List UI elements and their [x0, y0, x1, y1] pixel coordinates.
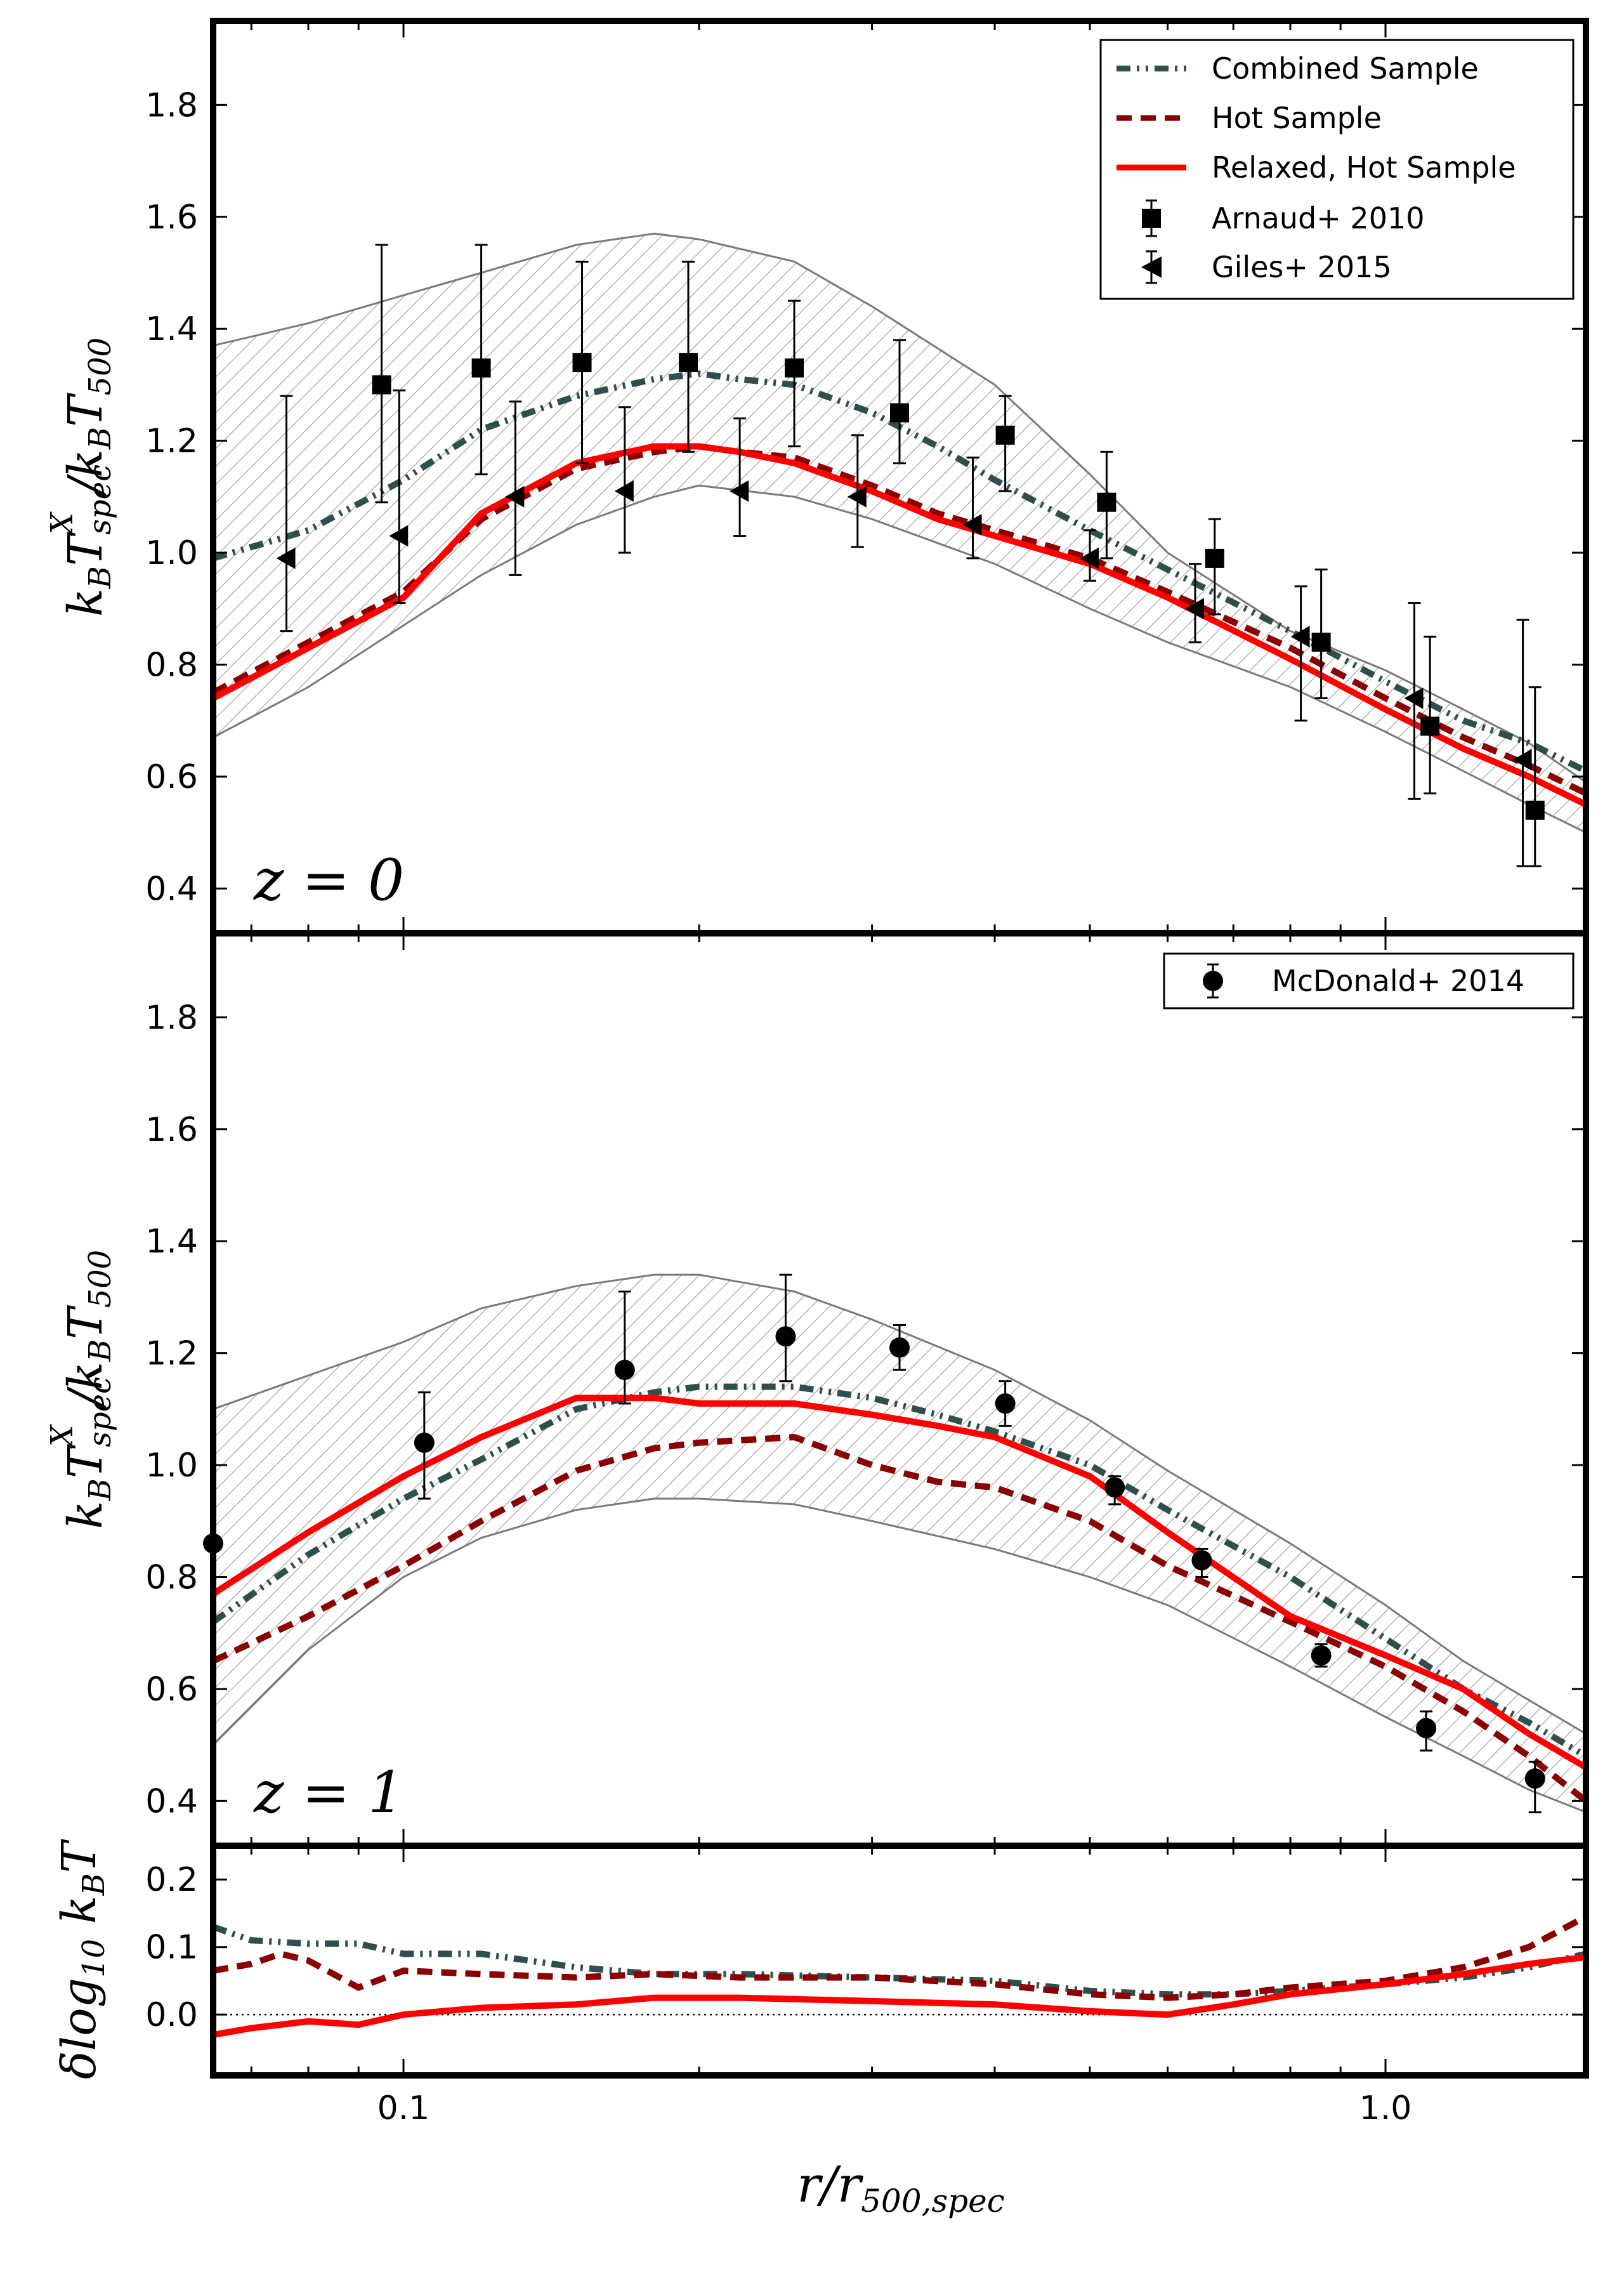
legend-label-relaxed: Relaxed, Hot Sample	[1212, 150, 1516, 185]
top-arnaud-2010-point	[995, 425, 1015, 445]
mid-mcdonald-2014-point	[995, 1393, 1016, 1414]
top-arnaud-2010-point	[890, 403, 909, 423]
middle-ylabel: kBTspecX/kBT500	[44, 1250, 118, 1529]
bot-ytick-label: 0.1	[145, 1929, 198, 1967]
mid-ytick-label: 0.8	[145, 1559, 198, 1597]
top-arnaud-2010-point	[1525, 800, 1545, 820]
panel-bottom: 0.0 0.1 0.2 δlog10 kBT	[52, 1839, 1589, 2079]
mid-mcdonald-2014-point	[614, 1360, 635, 1381]
bot-ytick-label: 0.2	[145, 1861, 198, 1899]
top-arnaud-2010-point	[1205, 548, 1224, 568]
z0-annotation: z = 0	[253, 847, 404, 914]
top-arnaud-2010-point	[572, 353, 592, 372]
mid-mcdonald-2014-point	[414, 1432, 435, 1453]
legend-label-mcdonald: McDonald+ 2014	[1272, 964, 1524, 998]
mid-mcdonald-2014-point	[1191, 1550, 1212, 1571]
mid-mcdonald-2014-point	[1416, 1718, 1437, 1738]
top-legend: Combined Sample Hot Sample Relaxed, Hot …	[1099, 39, 1575, 300]
top-ytick-label: 0.4	[145, 870, 198, 908]
top-arnaud-2010-point	[679, 353, 698, 372]
legend-label-hot: Hot Sample	[1212, 101, 1382, 135]
mid-ytick-label: 1.8	[145, 999, 198, 1037]
top-scatter-band	[213, 232, 1586, 834]
top-arnaud-2010-point	[1097, 492, 1116, 512]
top-ylabel: kBTspecX/kBT500	[44, 338, 118, 617]
top-giles-2015-point	[847, 485, 867, 508]
panel-middle: 0.4 0.6 0.8 1.0 1.2 1.4 1.6 1.8 kBTspecX/kBT500…	[44, 930, 1589, 1849]
top-giles-2015-point	[730, 480, 749, 503]
top-arnaud-2010-point	[1420, 716, 1440, 736]
legend-marker-arnaud	[1142, 199, 1161, 237]
top-giles-2015-point	[1080, 547, 1099, 569]
xtick-label: 1.0	[1359, 2089, 1412, 2127]
top-giles-2015-point	[1184, 598, 1204, 620]
top-line-relaxed-hot-sample	[213, 443, 1586, 808]
legend-marker-giles	[1141, 250, 1162, 284]
top-ytick-label: 1.6	[145, 199, 198, 237]
bot-line-hot-sample	[213, 1914, 1586, 2001]
mid-ytick-label: 0.4	[145, 1782, 198, 1820]
top-arnaud-2010-point	[471, 358, 491, 378]
top-ytick-label: 0.6	[145, 758, 198, 796]
legend-label-combined: Combined Sample	[1212, 51, 1479, 86]
legend-marker-mcdonald	[1203, 963, 1223, 999]
top-giles-2015-point	[1512, 749, 1532, 771]
top-ytick-label: 1.4	[145, 310, 198, 348]
top-arnaud-2010-point	[372, 375, 391, 395]
top-giles-2015-point	[505, 485, 525, 508]
middle-legend-box	[1163, 952, 1575, 1009]
top-line-hot-sample	[213, 443, 1586, 796]
mid-ytick-label: 1.0	[145, 1447, 198, 1485]
z1-annotation: z = 1	[253, 1759, 404, 1826]
x-axis-label: r/r500,spec	[797, 2157, 1004, 2219]
middle-legend: McDonald+ 2014	[1163, 952, 1575, 1009]
top-arnaud-2010-point	[1311, 633, 1331, 652]
top-ytick-label: 1.8	[145, 86, 198, 124]
legend-label-arnaud: Arnaud+ 2010	[1212, 201, 1425, 235]
top-giles-2015-point	[276, 547, 296, 569]
mid-ytick-label: 1.4	[145, 1223, 198, 1261]
mid-mcdonald-2014-point	[775, 1326, 796, 1347]
bot-line-relaxed-hot-sample	[213, 1954, 1586, 2039]
mid-line-hot-sample	[213, 1434, 1586, 1804]
mid-mcdonald-2014-point	[1524, 1768, 1545, 1789]
mid-mcdonald-2014-point	[889, 1337, 910, 1358]
top-arnaud-2010-point	[785, 358, 804, 378]
mid-ytick-label: 1.6	[145, 1111, 198, 1149]
top-giles-2015-point	[962, 513, 982, 536]
top-ytick-label: 0.8	[145, 647, 198, 685]
bot-ytick-label: 0.0	[145, 1996, 198, 2034]
panel-bottom-frame	[210, 1843, 1589, 2079]
mid-line-combined-sample	[213, 1383, 1586, 1759]
top-ytick-label: 1.2	[145, 423, 198, 461]
mid-mcdonald-2014-point	[1104, 1477, 1125, 1498]
mid-line-relaxed-hot-sample	[213, 1395, 1586, 1770]
top-giles-2015-point	[614, 480, 634, 503]
top-ytick-label: 1.0	[145, 534, 198, 572]
legend-label-giles: Giles+ 2015	[1212, 250, 1392, 284]
panel-top: 0.4 0.6 0.8 1.0 1.2 1.4 1.6 1.8 kBTspecX/kBT500…	[44, 18, 1589, 937]
bottom-ylabel: δlog10 kBT	[52, 1839, 112, 2079]
top-giles-2015-point	[1290, 626, 1310, 648]
top-giles-2015-point	[389, 525, 409, 547]
top-giles-2015-point	[1404, 687, 1424, 709]
mid-ytick-label: 0.6	[145, 1671, 198, 1709]
xtick-label: 0.1	[377, 2089, 430, 2127]
mid-mcdonald-2014-point	[1311, 1645, 1332, 1666]
mid-ytick-label: 1.2	[145, 1335, 198, 1373]
